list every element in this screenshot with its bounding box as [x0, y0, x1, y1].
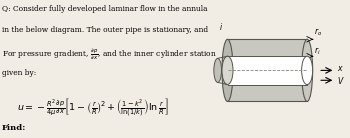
Text: $r_o$: $r_o$: [314, 26, 322, 38]
Polygon shape: [228, 56, 307, 84]
Ellipse shape: [302, 56, 313, 84]
Polygon shape: [228, 39, 307, 102]
Ellipse shape: [222, 39, 233, 102]
Text: $V$: $V$: [336, 75, 344, 86]
Text: Q: Consider fully developed laminar flow in the annula: Q: Consider fully developed laminar flow…: [2, 5, 208, 13]
Text: $i$: $i$: [219, 21, 223, 32]
Text: given by:: given by:: [2, 69, 36, 77]
Text: For pressure gradient, $\frac{\partial p}{\partial x}$, and the inner cylinder s: For pressure gradient, $\frac{\partial p…: [2, 48, 217, 62]
Text: $u = -\frac{R^2}{4\mu}\frac{\partial p}{\partial x}\left[1-\left(\frac{r}{R}\rig: $u = -\frac{R^2}{4\mu}\frac{\partial p}{…: [17, 96, 168, 118]
Ellipse shape: [214, 58, 222, 82]
Text: in the below diagram. The outer pipe is stationary, and: in the below diagram. The outer pipe is …: [2, 26, 208, 34]
Text: $r_i$: $r_i$: [314, 45, 321, 57]
Text: Find:: Find:: [2, 124, 27, 132]
Ellipse shape: [302, 39, 313, 102]
Ellipse shape: [222, 56, 233, 84]
Text: $x$: $x$: [336, 64, 343, 73]
